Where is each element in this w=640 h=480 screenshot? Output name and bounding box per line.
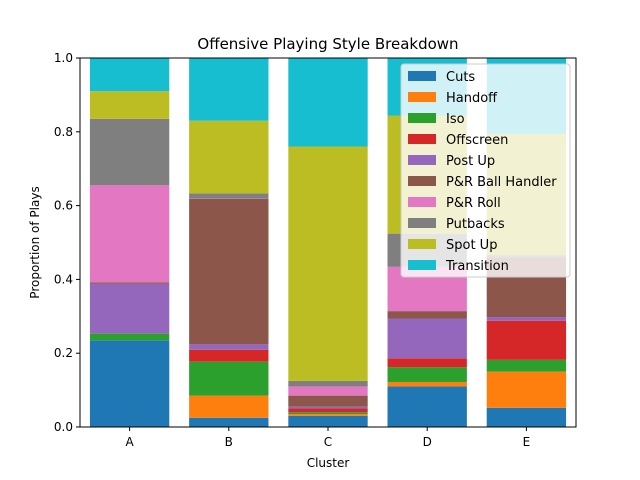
legend-label-5: P&R Ball Handler — [446, 175, 557, 190]
x-tick-label-a: A — [125, 435, 134, 449]
legend-label-4: Post Up — [446, 154, 495, 169]
bar-b-series-4 — [189, 344, 269, 350]
bar-b-series-9 — [189, 58, 269, 121]
bar-a-series-2 — [89, 333, 170, 341]
bar-d-series-4 — [387, 318, 467, 359]
x-tick-label-d: D — [423, 435, 432, 449]
legend-label-9: Transition — [445, 259, 509, 274]
legend-label-3: Offscreen — [446, 133, 508, 148]
bar-c-series-5 — [288, 395, 368, 407]
legend-swatch-4 — [408, 155, 436, 165]
bar-a-series-0 — [89, 340, 170, 427]
legend-label-0: Cuts — [446, 70, 475, 85]
bar-c-series-6 — [288, 386, 368, 396]
legend-swatch-5 — [408, 176, 436, 186]
y-tick-label-0: 0.0 — [54, 420, 73, 434]
bar-a-series-8 — [89, 91, 170, 119]
bar-a-series-7 — [89, 118, 170, 186]
y-tick-label-2: 0.4 — [54, 272, 73, 286]
legend-box — [400, 63, 571, 278]
bar-e-series-1 — [486, 371, 567, 408]
bar-c-series-2 — [288, 412, 368, 415]
bar-e-series-3 — [486, 320, 567, 360]
bar-e-series-2 — [486, 359, 567, 372]
y-axis: 0.0 0.2 0.4 0.6 0.8 1.0 — [54, 51, 80, 434]
bar-e-series-0 — [486, 407, 567, 427]
bar-b-series-5 — [189, 198, 269, 345]
x-tick-label-e: E — [523, 435, 531, 449]
bar-c-series-8 — [288, 146, 368, 381]
bar-b-series-0 — [189, 417, 269, 427]
legend-label-1: Handoff — [446, 91, 498, 106]
bar-b-series-3 — [189, 349, 269, 362]
y-tick-label-1: 0.2 — [54, 346, 73, 360]
bar-d-series-2 — [387, 367, 467, 382]
bar-b-series-8 — [189, 120, 269, 194]
legend-swatch-0 — [408, 71, 436, 81]
x-tick-label-b: B — [225, 435, 233, 449]
bar-b-series-2 — [189, 361, 269, 396]
legend-swatch-3 — [408, 134, 436, 144]
legend: Cuts Handoff Iso Offscreen Post Up P&R Ball H… — [400, 63, 571, 278]
y-axis-label: Proportion of Plays — [28, 186, 42, 298]
chart-title: Offensive Playing Style Breakdown — [197, 35, 458, 53]
y-tick-label-5: 1.0 — [54, 51, 73, 65]
legend-label-6: P&R Roll — [446, 196, 501, 211]
legend-label-2: Iso — [446, 112, 465, 127]
y-tick-label-3: 0.6 — [54, 199, 73, 213]
bar-c-series-9 — [288, 58, 368, 147]
bar-c-series-0 — [288, 415, 368, 427]
bar-a-series-9 — [89, 58, 170, 92]
bar-d-series-0 — [387, 386, 467, 427]
legend-label-7: Putbacks — [446, 217, 505, 232]
legend-label-8: Spot Up — [446, 238, 497, 253]
legend-swatch-1 — [408, 92, 436, 102]
bar-b-series-7 — [189, 193, 269, 199]
legend-swatch-2 — [408, 113, 436, 123]
bar-d-series-3 — [387, 358, 467, 368]
x-axis: A B C D E — [125, 427, 530, 449]
legend-swatch-6 — [408, 197, 436, 207]
bar-b-series-1 — [189, 395, 269, 418]
bar-c-series-4 — [288, 406, 368, 409]
legend-swatch-9 — [408, 260, 436, 270]
bar-d-series-1 — [387, 381, 467, 387]
legend-swatch-8 — [408, 239, 436, 249]
legend-swatch-7 — [408, 218, 436, 228]
bar-d-series-5 — [387, 311, 467, 319]
x-tick-label-c: C — [324, 435, 332, 449]
x-axis-label: Cluster — [307, 456, 350, 470]
bar-a-series-4 — [89, 283, 170, 334]
bar-a-series-6 — [89, 185, 170, 283]
bar-a-series-5 — [89, 282, 170, 284]
bar-c-series-7 — [288, 380, 368, 387]
y-tick-label-4: 0.8 — [54, 125, 73, 139]
bar-c-series-3 — [288, 408, 368, 413]
bar-c-series-1 — [288, 414, 368, 416]
bar-e-series-4 — [486, 317, 567, 321]
